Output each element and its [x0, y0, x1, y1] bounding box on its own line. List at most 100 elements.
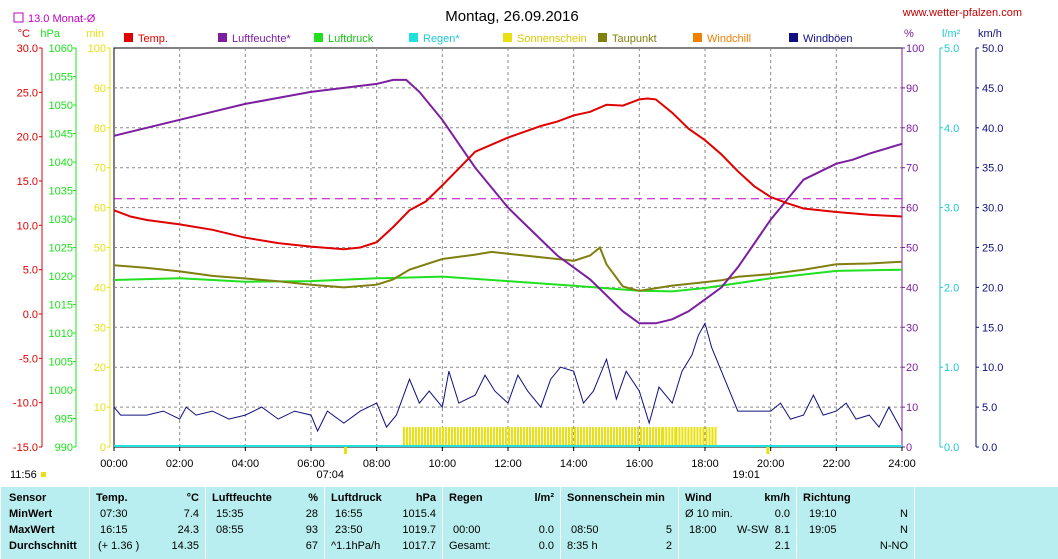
- sunrise-label: 07:04: [316, 469, 344, 481]
- sunshine-bar: [526, 427, 528, 447]
- pressure-tick-label: 1010: [49, 328, 73, 340]
- legend-label: Windböen: [803, 33, 853, 45]
- stats-col-direction: Richtung 19:10 N 19:05 N N-NO: [796, 487, 914, 559]
- legend-label: Luftfeuchte*: [232, 33, 291, 45]
- temp-tick-label: 20.0: [17, 132, 38, 144]
- sunshine-bar: [501, 427, 504, 447]
- x-tick-label: 20:00: [757, 458, 785, 470]
- legend-swatch: [409, 33, 418, 42]
- pressure-tick-label: 1015: [49, 300, 73, 312]
- sunshine-bar: [681, 427, 684, 447]
- wind-avg-label: Ø 10 min.: [685, 508, 733, 520]
- sunshine-bar: [631, 427, 633, 447]
- header-pressure-unit: hPa: [415, 492, 436, 504]
- header-wind-unit: km/h: [764, 492, 790, 504]
- x-tick-label: 08:00: [363, 458, 391, 470]
- sunshine-bar: [414, 427, 417, 447]
- sunshine-bar: [456, 427, 459, 447]
- sunshine-bar: [468, 427, 471, 447]
- humidity-tick-label: 100: [906, 43, 924, 55]
- temp-max-time: 16:15: [100, 524, 128, 536]
- header-wind: Wind: [685, 492, 712, 504]
- sunshine-bar: [523, 427, 525, 447]
- monthly-mean-icon: [13, 12, 24, 23]
- wind-unit-label: km/h: [978, 28, 1002, 40]
- rain-tick-label: 1.0: [944, 362, 959, 374]
- sunshine-bar: [702, 427, 705, 447]
- sunshine-bar: [544, 427, 546, 447]
- sunshine-bar: [462, 427, 465, 447]
- header-rain: Regen: [449, 492, 483, 504]
- row-label-max: MaxWert: [9, 524, 55, 536]
- rain-unit-label: l/m²: [942, 28, 961, 40]
- sunshine-bar: [508, 427, 510, 447]
- stats-col-empty: [914, 487, 1058, 559]
- sunshine_min-tick-label: 70: [94, 163, 106, 175]
- sunshine-bar: [619, 427, 621, 447]
- chart-axes: [39, 47, 979, 477]
- sunshine-bar: [417, 427, 420, 447]
- sunshine-bar: [559, 427, 561, 447]
- rain-total-label: Gesamt:: [449, 540, 491, 552]
- sunshine-bar: [517, 427, 519, 447]
- sunshine-bar: [571, 427, 573, 447]
- temp-tick-label: -5.0: [19, 353, 38, 365]
- header-temp-unit: °C: [186, 492, 199, 504]
- sunshine-bar: [577, 427, 579, 447]
- sunshine-bar: [535, 427, 537, 447]
- hum-min-value: 28: [305, 508, 318, 520]
- sunshine-bar: [598, 427, 600, 447]
- sunshine-bar: [568, 427, 570, 447]
- sunshine-bar: [684, 427, 687, 447]
- wind-tick-label: 0.0: [982, 442, 997, 454]
- stats-table: Sensor MinWert MaxWert Durchschnitt Temp…: [0, 487, 1058, 559]
- rain-total-value: 0.0: [538, 540, 554, 552]
- humidity-tick-label: 60: [906, 203, 918, 215]
- legend-swatch: [503, 33, 512, 42]
- x-tick-label: 10:00: [429, 458, 457, 470]
- x-tick-label: 02:00: [166, 458, 194, 470]
- hum-max-value: 93: [305, 524, 318, 536]
- header-pressure: Luftdruck: [331, 492, 382, 504]
- sunshine-bar: [580, 427, 582, 447]
- source-link[interactable]: www.wetter-pfalzen.com: [902, 7, 1022, 19]
- temp-min-value: 7.4: [183, 508, 199, 520]
- sunshine-bar: [426, 427, 429, 447]
- wind-tick-label: 40.0: [982, 123, 1003, 135]
- sunshine-bar: [705, 427, 708, 447]
- wind-tick-label: 45.0: [982, 83, 1003, 95]
- sunshine-bar: [589, 427, 591, 447]
- wind-tick-label: 10.0: [982, 362, 1003, 374]
- temp-tick-label: 15.0: [17, 176, 38, 188]
- legend-swatch: [598, 33, 607, 42]
- gusts-series-line: [113, 321, 903, 433]
- press-max-time: 23:50: [335, 524, 363, 536]
- sunshine-bar: [435, 427, 438, 447]
- sunshine-bar: [696, 427, 699, 447]
- pressure-tick-label: 1040: [49, 157, 73, 169]
- temp-series-line: [113, 97, 903, 251]
- humidity-tick-label: 0: [906, 442, 912, 454]
- sunshine-bar: [678, 427, 681, 447]
- sunshine-bar: [661, 427, 663, 447]
- sunshine_min-tick-label: 90: [94, 83, 106, 95]
- sunshine-bar: [655, 427, 657, 447]
- x-tick-label: 16:00: [626, 458, 654, 470]
- sunshine-bar: [486, 427, 489, 447]
- pressure-tick-label: 1035: [49, 186, 73, 198]
- wind-max-value: 8.1: [774, 524, 790, 536]
- legend-swatch: [314, 33, 323, 42]
- wind-tick-label: 50.0: [982, 43, 1003, 55]
- stats-col-sensor: Sensor MinWert MaxWert Durchschnitt: [0, 487, 89, 559]
- pressure-tick-label: 1025: [49, 243, 73, 255]
- wind-tick-label: 35.0: [982, 163, 1003, 175]
- temp-min-time: 07:30: [100, 508, 128, 520]
- dir-max-time: 19:05: [809, 524, 837, 536]
- sunshine-bar: [711, 427, 714, 447]
- temp-tick-label: 0.0: [23, 309, 38, 321]
- header-temp: Temp.: [96, 492, 128, 504]
- x-tick-label: 12:00: [494, 458, 522, 470]
- chart-title: Montag, 26.09.2016: [445, 8, 578, 25]
- sunshine-bar: [646, 427, 648, 447]
- sunshine_min-tick-label: 50: [94, 243, 106, 255]
